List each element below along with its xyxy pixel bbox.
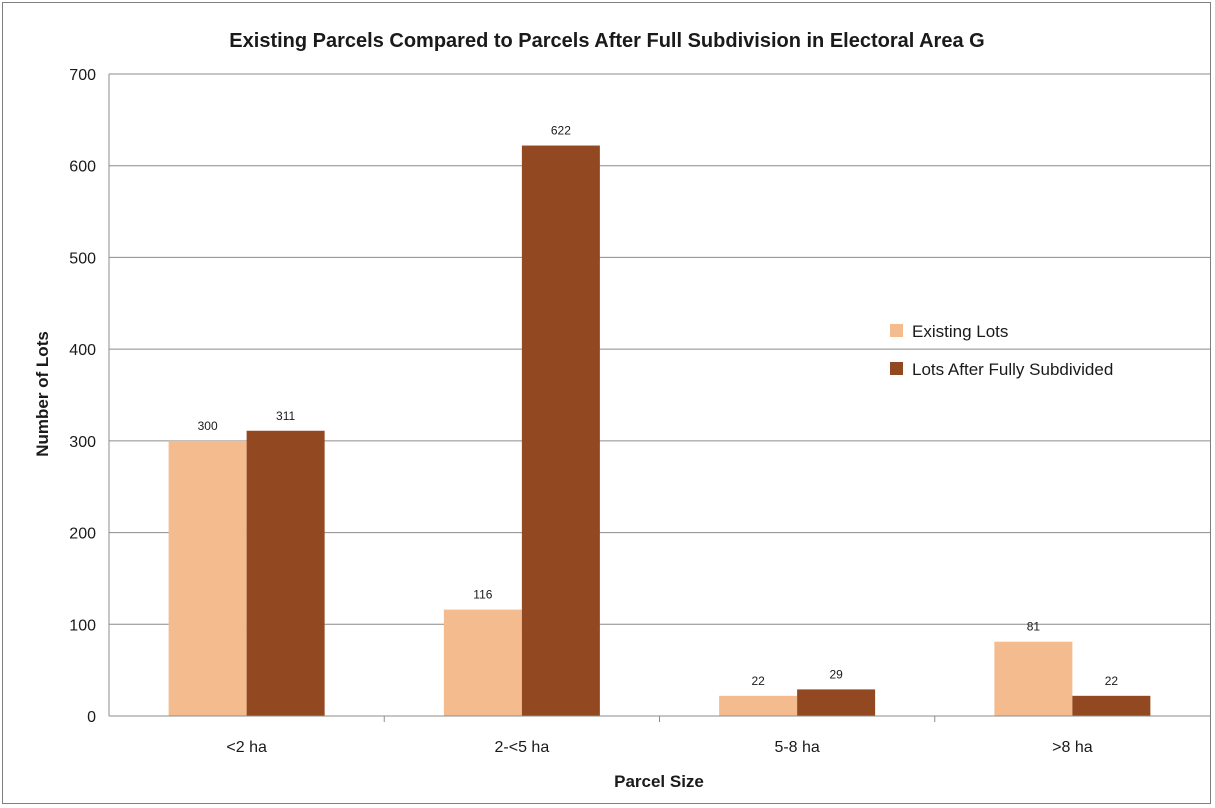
bar (443, 609, 522, 716)
x-tick-label: >8 ha (1052, 739, 1093, 756)
y-tick-label: 200 (69, 526, 96, 543)
legend-swatch (890, 362, 903, 375)
bar (521, 145, 600, 717)
y-tick-label: 600 (69, 159, 96, 176)
x-tick-label: 2-<5 ha (495, 739, 550, 756)
x-tick-label: <2 ha (226, 739, 267, 756)
x-tick-label: 5-8 ha (774, 739, 819, 756)
data-labels: 300 311 116 622 22 29 81 22 (198, 124, 1119, 688)
y-tick-label: 100 (69, 617, 96, 634)
data-label: 29 (829, 667, 843, 681)
data-label: 116 (473, 588, 492, 602)
legend-swatch (890, 324, 903, 337)
axes (108, 74, 1210, 722)
bar (994, 641, 1073, 716)
bar (719, 695, 798, 716)
y-axis-title: Number of Lots (33, 331, 52, 457)
y-tick-label: 0 (87, 709, 96, 726)
legend: Existing Lots Lots After Fully Subdivided (890, 322, 1113, 379)
x-axis-title: Parcel Size (614, 772, 704, 791)
bar (168, 440, 247, 716)
bar (246, 430, 325, 716)
bar (797, 689, 876, 716)
y-tick-label: 400 (69, 342, 96, 359)
legend-label: Lots After Fully Subdivided (912, 360, 1113, 379)
y-axis-tick-labels: 0 100 200 300 400 500 600 700 (69, 67, 96, 726)
data-label: 622 (551, 124, 571, 138)
bars (168, 145, 1151, 717)
data-label: 300 (198, 419, 218, 433)
y-tick-label: 500 (69, 250, 96, 267)
data-label: 81 (1027, 620, 1041, 634)
data-label: 22 (751, 674, 765, 688)
data-label: 311 (276, 409, 295, 423)
y-tick-label: 700 (69, 67, 96, 84)
y-tick-label: 300 (69, 434, 96, 451)
x-axis-tick-labels: <2 ha 2-<5 ha 5-8 ha >8 ha (226, 739, 1092, 756)
chart-title: Existing Parcels Compared to Parcels Aft… (229, 30, 984, 52)
bar (1072, 695, 1151, 716)
data-label: 22 (1105, 674, 1119, 688)
legend-label: Existing Lots (912, 322, 1008, 341)
